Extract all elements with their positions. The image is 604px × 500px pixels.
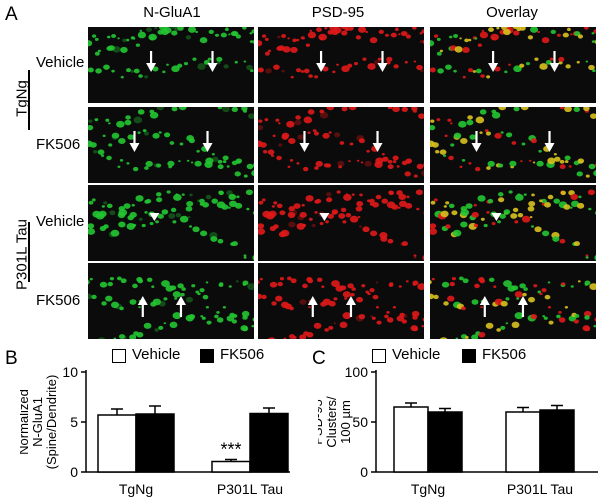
x-tick-label: TgNg [119, 481, 153, 497]
legend-label-vehicle-b: Vehicle [132, 346, 181, 363]
micrograph-row4-overlay [430, 263, 596, 339]
legend-swatch-fk506-b [200, 349, 214, 363]
bar-fk506-tgng [427, 411, 463, 473]
group-bracket-p301l [28, 222, 30, 282]
row-label-tgng-fk506: FK506 [36, 136, 81, 153]
column-title-psd95: PSD-95 [311, 4, 365, 21]
y-axis-label: NormalizedN-GluA1(Spine/Dendrite) [20, 375, 59, 470]
panel-letter-b: B [5, 348, 18, 369]
micrograph-row2-psd-95 [258, 107, 424, 183]
x-tick-label: TgNg [411, 481, 445, 497]
y-tick-label: 0 [360, 464, 368, 480]
x-tick-label: P301L Tau [507, 481, 573, 497]
micrograph-row4-n-glua1 [88, 263, 254, 339]
significance-marker: *** [220, 440, 241, 460]
bar-fk506-p301l-tau [249, 412, 289, 473]
bar-vehicle-tgng [97, 414, 137, 473]
bar-fk506-p301l-tau [539, 409, 575, 473]
micrograph-row1-n-glua1 [88, 27, 254, 103]
group-bracket-tgng [28, 70, 30, 130]
column-title-n-glua1: N-GluA1 [143, 4, 201, 21]
row-label-p301l-vehicle: Vehicle [36, 213, 85, 230]
micrograph-row2-overlay [430, 107, 596, 183]
bar-fk506-tgng [135, 413, 175, 473]
legend-label-fk506-c: FK506 [482, 346, 527, 363]
legend-swatch-vehicle-b [112, 349, 126, 363]
bar-vehicle-p301l-tau [505, 411, 541, 473]
bar-vehicle-p301l-tau [211, 460, 251, 473]
row-label-tgng-vehicle: Vehicle [36, 54, 85, 71]
chart-b: NormalizedN-GluA1(Spine/Dendrite) 0 5 10 TgN… [20, 364, 290, 497]
bar-vehicle-tgng [393, 406, 429, 473]
x-tick-label: P301L Tau [217, 481, 283, 497]
y-tick-label: 5 [70, 414, 78, 430]
y-tick-label: 50 [352, 414, 368, 430]
legend-label-fk506-b: FK506 [220, 346, 265, 363]
y-tick-label: 100 [345, 364, 369, 380]
legend-label-vehicle-c: Vehicle [392, 346, 441, 363]
micrograph-row1-overlay [430, 27, 596, 103]
micrograph-row4-psd-95 [258, 263, 424, 339]
legend-swatch-fk506-c [462, 349, 476, 363]
chart-c: PSD-95Clusters/100 µm 0 50 100 TgNg P301L Tau [318, 364, 598, 497]
micrograph-row3-overlay [430, 185, 596, 261]
micrograph-row2-n-glua1 [88, 107, 254, 183]
y-axis-label: PSD-95Clusters/100 µm [318, 396, 353, 448]
y-tick-label: 0 [70, 464, 78, 480]
micrograph-row3-n-glua1 [88, 185, 254, 261]
y-tick-label: 10 [62, 364, 78, 380]
panel-letter-c: C [312, 348, 326, 369]
column-title-overlay: Overlay [486, 4, 538, 21]
legend-swatch-vehicle-c [372, 349, 386, 363]
row-label-p301l-fk506: FK506 [36, 292, 81, 309]
micrograph-row3-psd-95 [258, 185, 424, 261]
micrograph-row1-psd-95 [258, 27, 424, 103]
panel-letter-a: A [5, 4, 18, 25]
